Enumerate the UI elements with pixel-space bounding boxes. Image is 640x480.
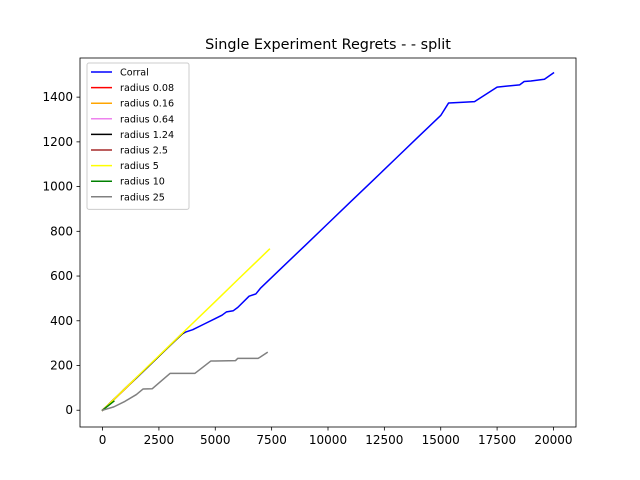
x-tick-label-5: 12500: [365, 433, 403, 447]
series-line-7: [101, 400, 115, 412]
legend-label-8: radius 25: [120, 192, 165, 203]
y-tick-label-1: 200: [50, 359, 73, 373]
x-tick-label-6: 15000: [422, 433, 460, 447]
x-tick-label-3: 7500: [256, 433, 287, 447]
y-tick-label-7: 1400: [42, 90, 73, 104]
legend-label-4: radius 1.24: [120, 130, 174, 141]
legend-label-2: radius 0.16: [120, 99, 174, 110]
y-tick-label-3: 600: [50, 269, 73, 283]
legend-label-7: radius 10: [120, 177, 165, 188]
legend-label-5: radius 2.5: [120, 146, 168, 157]
x-tick-label-2: 5000: [200, 433, 231, 447]
y-tick-label-5: 1000: [42, 180, 73, 194]
series-group: [101, 71, 555, 412]
legend: Corral radius 0.08 radius 0.16 radius 0.64 r…: [86, 62, 190, 210]
y-tick-label-4: 800: [50, 224, 73, 238]
legend-label-3: radius 0.64: [120, 114, 174, 125]
series-line-8: [101, 351, 269, 412]
x-tick-label-1: 2500: [144, 433, 175, 447]
x-tick-label-0: 0: [99, 433, 107, 447]
series-line-6: [101, 248, 271, 412]
y-tick-label-0: 0: [65, 403, 73, 417]
legend-label-0: Corral: [120, 68, 149, 79]
x-tick-label-8: 20000: [534, 433, 572, 447]
y-tick-label-6: 1200: [42, 135, 73, 149]
y-tick-label-2: 400: [50, 314, 73, 328]
legend-label-1: radius 0.08: [120, 83, 174, 94]
legend-label-6: radius 5: [120, 161, 159, 172]
x-tick-label-7: 17500: [478, 433, 516, 447]
chart-title: Single Experiment Regrets - - split: [205, 37, 451, 53]
x-tick-label-4: 10000: [309, 433, 347, 447]
legend-box: [86, 62, 190, 210]
